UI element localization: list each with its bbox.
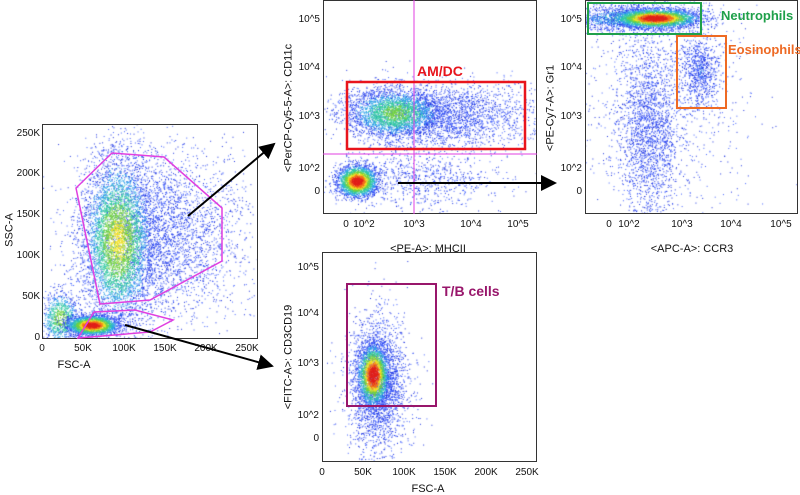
y-tick-label: 0 <box>576 186 582 197</box>
gate-lymphocytes[interactable] <box>76 309 176 339</box>
y-axis-label: SSC-A <box>3 213 16 247</box>
x-tick-label: 150K <box>433 467 457 478</box>
x-tick-label: 0 <box>606 219 612 230</box>
gate-label-eosinophils: Eosinophils <box>728 42 800 57</box>
plot-frame-cd11c <box>323 0 537 214</box>
gate-tb-cells[interactable] <box>346 283 437 407</box>
y-tick-label: 250K <box>16 128 40 139</box>
x-tick-label: 100K <box>392 467 416 478</box>
gate-neutrophils[interactable] <box>587 2 702 35</box>
x-tick-label: 10^4 <box>460 219 482 230</box>
x-tick-label: 250K <box>235 343 259 354</box>
gate-eosinophils[interactable] <box>676 35 727 109</box>
x-tick-label: 50K <box>74 343 92 354</box>
y-tick-label: 0 <box>314 186 320 197</box>
x-axis-label: <APC-A>: CCR3 <box>650 243 734 255</box>
y-axis-label: <FITC-A>: CD3CD19 <box>282 304 295 410</box>
y-tick-label: 10^5 <box>298 14 320 25</box>
x-tick-label: 10^3 <box>403 219 425 230</box>
y-axis-label: <PerCP-Cy5-5-A>: CD11c <box>282 43 295 173</box>
gate-label-neutrophils: Neutrophils <box>721 8 794 23</box>
plot-frame-gr1 <box>585 0 798 214</box>
x-tick-label: 100K <box>112 343 136 354</box>
x-axis-label: FSC-A <box>411 483 445 495</box>
gate-label-amdc: AM/DC <box>417 63 463 79</box>
y-tick-label: 10^2 <box>298 163 320 174</box>
x-tick-label: 0 <box>343 219 349 230</box>
x-axis-label: FSC-A <box>57 359 91 371</box>
y-tick-label: 10^2 <box>297 410 319 421</box>
x-tick-label: 200K <box>194 343 218 354</box>
y-tick-label: 10^2 <box>560 163 582 174</box>
y-tick-label: 10^5 <box>297 262 319 273</box>
gate-label-tb-cells: T/B cells <box>442 283 500 299</box>
x-tick-label: 50K <box>354 467 372 478</box>
y-tick-label: 100K <box>16 250 40 261</box>
x-axis-label: <PE-A>: MHCII <box>390 243 466 255</box>
arrow-to-cd11c <box>187 142 276 217</box>
y-tick-label: 10^3 <box>297 358 319 369</box>
x-tick-label: 0 <box>319 467 325 478</box>
y-tick-label: 10^4 <box>297 308 319 319</box>
y-tick-label: 10^3 <box>298 111 320 122</box>
x-tick-label: 10^5 <box>770 219 792 230</box>
x-tick-label: 200K <box>474 467 498 478</box>
x-tick-label: 10^3 <box>671 219 693 230</box>
x-tick-label: 10^2 <box>618 219 640 230</box>
y-tick-label: 150K <box>16 209 40 220</box>
y-axis-label: <PE-Cy7-A>: Gr1 <box>544 64 557 152</box>
gate-main-population[interactable] <box>75 152 223 305</box>
y-tick-label: 200K <box>16 168 40 179</box>
y-tick-label: 50K <box>22 291 40 302</box>
y-tick-label: 10^4 <box>298 62 320 73</box>
plot-frame-cd3cd19 <box>322 252 537 462</box>
x-tick-label: 150K <box>153 343 177 354</box>
x-tick-label: 10^5 <box>507 219 529 230</box>
y-tick-label: 10^4 <box>560 62 582 73</box>
x-tick-label: 10^2 <box>353 219 375 230</box>
y-tick-label: 10^3 <box>560 111 582 122</box>
gate-amdc[interactable] <box>345 80 527 151</box>
plot-frame-scatter <box>42 124 258 339</box>
y-tick-label: 10^5 <box>560 14 582 25</box>
x-tick-label: 250K <box>515 467 539 478</box>
x-tick-label: 0 <box>39 343 45 354</box>
x-tick-label: 10^4 <box>720 219 742 230</box>
arrow-to-cd3cd19 <box>124 324 274 370</box>
y-tick-label: 0 <box>313 433 319 444</box>
y-tick-label: 0 <box>34 332 40 343</box>
